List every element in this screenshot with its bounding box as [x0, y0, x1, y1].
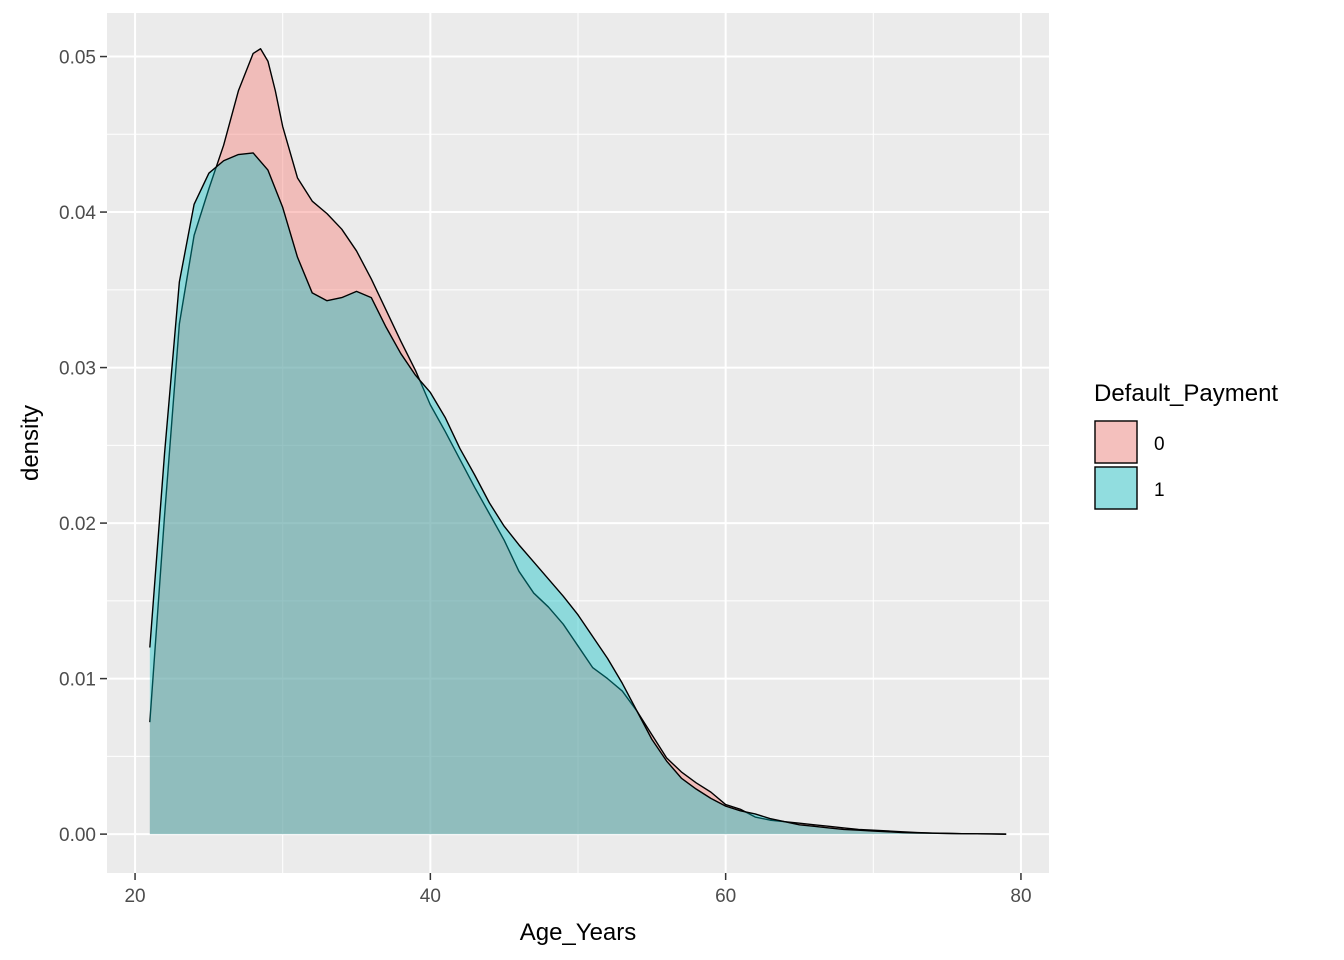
x-tick-label: 60: [715, 886, 736, 907]
y-tick-label: 0.03: [59, 359, 96, 380]
legend-key-bg: [1094, 420, 1138, 464]
y-tick-label: 0.04: [59, 203, 96, 224]
legend-title: Default_Payment: [1094, 380, 1278, 407]
density-area-1: [149, 152, 1007, 835]
y-tick-label: 0.00: [59, 825, 96, 846]
minor-gridlines: [107, 13, 1049, 873]
legend-label-0: 0: [1154, 434, 1165, 455]
x-axis: 20 40 60 80: [124, 873, 1032, 907]
y-axis: 0.00 0.01 0.02 0.03 0.04 0.05: [59, 48, 107, 846]
y-tick-label: 0.01: [59, 670, 96, 691]
legend-label-1: 1: [1154, 480, 1165, 501]
y-tick-label: 0.05: [59, 48, 96, 69]
legend-key-1: [1094, 466, 1138, 510]
legend-key-0: [1094, 420, 1138, 464]
legend-key-bg: [1094, 466, 1138, 510]
density-area-0: [149, 48, 1007, 835]
density-series: [149, 48, 1007, 835]
legend: Default_Payment 0 1: [1094, 380, 1278, 510]
density-line-1: [149, 152, 1007, 835]
x-tick-label: 80: [1010, 886, 1031, 907]
x-axis-title: Age_Years: [520, 919, 637, 946]
x-tick-label: 20: [124, 886, 145, 907]
x-tick-label: 40: [420, 886, 441, 907]
density-line-0: [149, 48, 1007, 835]
y-tick-label: 0.02: [59, 514, 96, 535]
major-gridlines: [107, 13, 1049, 873]
y-axis-title: density: [17, 405, 44, 481]
